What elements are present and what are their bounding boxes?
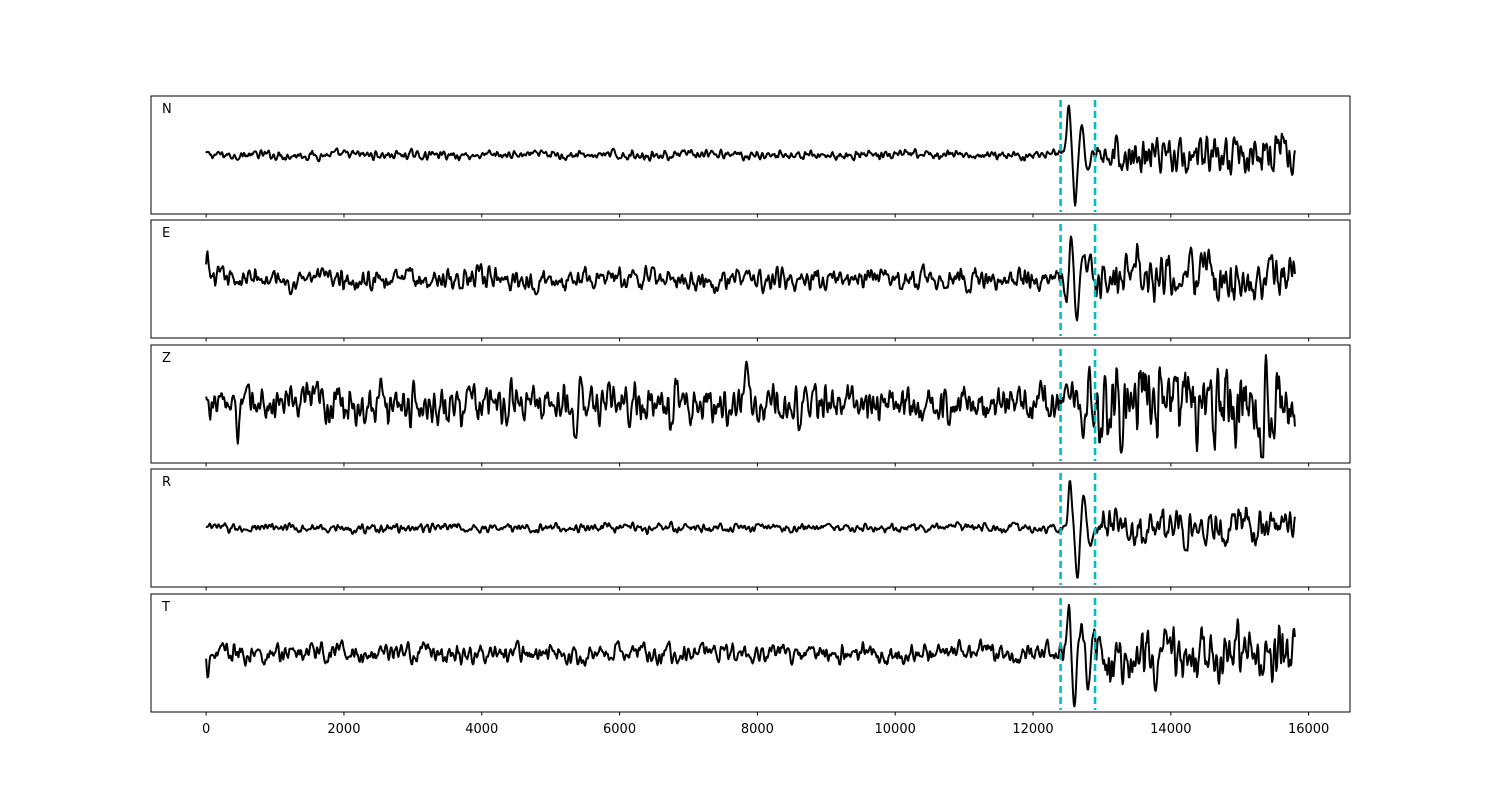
x-tick-label: 6000	[603, 722, 636, 737]
trace-e	[205, 235, 1296, 322]
x-tick-label: 12000	[1012, 722, 1053, 737]
x-tick-label: 8000	[741, 722, 774, 737]
panel-r: R	[150, 468, 1351, 591]
trace-n	[205, 104, 1296, 207]
trace-r	[205, 480, 1296, 579]
x-tick-label: 14000	[1150, 722, 1191, 737]
panel-label-z: Z	[162, 351, 171, 366]
panel-label-t: T	[161, 600, 170, 615]
panel-frame-n	[150, 95, 1351, 215]
x-tick-label: 2000	[327, 722, 360, 737]
trace-t	[205, 603, 1296, 708]
panel-z: Z	[150, 344, 1351, 467]
panel-n: N	[150, 95, 1351, 218]
panel-t: T	[150, 593, 1351, 716]
x-axis: 0 2000 4000 6000 8000 10000 12000 14000 16000	[202, 722, 1329, 737]
panel-label-r: R	[162, 475, 171, 490]
panel-label-e: E	[162, 226, 170, 241]
x-tick-label: 10000	[875, 722, 916, 737]
panel-frame-e	[150, 219, 1351, 339]
panel-frame-z	[150, 344, 1351, 464]
panels: N E Z R T	[150, 95, 1351, 716]
x-tick-label: 0	[202, 722, 210, 737]
trace-z	[205, 354, 1296, 459]
panel-e: E	[150, 219, 1351, 342]
panel-frame-r	[150, 468, 1351, 588]
panel-frame-t	[150, 593, 1351, 713]
x-tick-label: 4000	[465, 722, 498, 737]
panel-label-n: N	[162, 102, 172, 117]
x-tick-label: 16000	[1288, 722, 1329, 737]
